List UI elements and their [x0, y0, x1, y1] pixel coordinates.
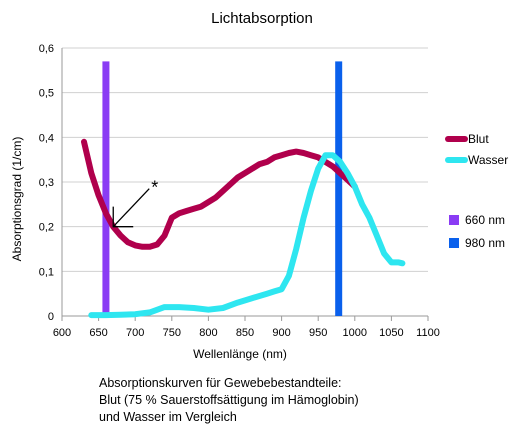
grid — [61, 47, 429, 321]
y-tick-labels: 0 0,1 0,2 0,3 0,4 0,5 0,6 — [39, 43, 54, 323]
y-tick-label: 0,4 — [39, 132, 54, 144]
legend-label: 660 nm — [465, 213, 505, 227]
annotation-arrow — [112, 188, 150, 228]
y-axis-label: Absorptionsgrad (1/cm) — [10, 137, 24, 262]
x-tick-label: 650 — [89, 327, 107, 339]
series-lines — [81, 138, 406, 319]
caption-line-1: Absorptionskurven für Gewebebestandteile… — [99, 376, 342, 390]
legend-label: Wasser — [468, 153, 508, 167]
y-tick-label: 0,6 — [39, 43, 54, 55]
x-tick-label: 800 — [199, 327, 217, 339]
x-tick-label: 1100 — [416, 327, 440, 339]
annotation-arrowhead — [112, 206, 134, 228]
y-tick-label: 0,1 — [39, 266, 54, 278]
caption: Absorptionskurven für Gewebebestandteile… — [99, 375, 359, 426]
annotation-asterisk: * — [151, 178, 158, 198]
y-tick-label: 0,3 — [39, 177, 54, 189]
x-tick-label: 750 — [163, 327, 181, 339]
x-axis-label: Wellenlänge (nm) — [193, 347, 287, 361]
x-tick-label: 950 — [309, 327, 327, 339]
caption-line-3: und Wasser im Vergleich — [99, 410, 237, 424]
x-tick-label: 1050 — [379, 327, 403, 339]
legend-label: 980 nm — [465, 236, 505, 250]
x-tick-labels: 600 650 700 750 800 850 900 950 1000 1050 1100 — [53, 327, 440, 339]
annotation: * — [112, 178, 158, 228]
x-tick-label: 700 — [126, 327, 144, 339]
marker-bar-660-nm — [102, 61, 110, 317]
legend-label: Blut — [468, 132, 489, 146]
series-line-blut — [81, 138, 358, 250]
legend-swatch — [449, 238, 459, 248]
x-tick-label: 600 — [53, 327, 71, 339]
x-tick-label: 850 — [236, 327, 254, 339]
series-line-wasser — [88, 152, 406, 319]
marker-bar-980-nm — [335, 61, 343, 317]
x-tick-label: 1000 — [343, 327, 367, 339]
chart: Lichtabsorption 00,10,20,30,40,50,6 600 6… — [10, 10, 508, 361]
y-tick-label: 0,5 — [39, 88, 54, 100]
caption-line-2: Blut (75 % Sauerstoffsättigung im Hämogl… — [99, 393, 359, 407]
y-tick-label: 0,2 — [39, 222, 54, 234]
chart-title: Lichtabsorption — [211, 10, 313, 27]
wavelength-markers — [102, 61, 343, 317]
y-tick-label: 0 — [48, 311, 54, 323]
legend-swatch — [449, 215, 459, 225]
x-tick-label: 900 — [272, 327, 290, 339]
legend: Blut Wasser 660 nm 980 nm — [445, 132, 508, 250]
